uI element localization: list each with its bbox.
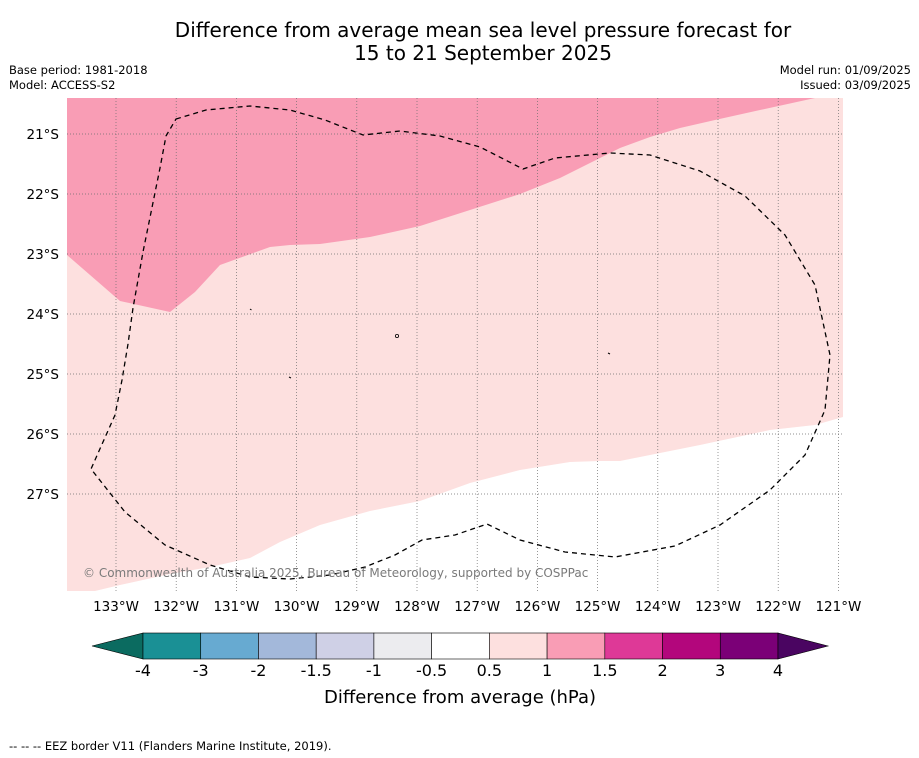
colorbar-swatch <box>719 632 779 660</box>
longitude-label: 121°W <box>815 599 861 615</box>
latitude-label: 23°S <box>27 247 60 263</box>
colorbar-swatch <box>604 632 663 660</box>
anomaly-region-1-to-1-5-hpa <box>67 98 843 312</box>
colorbar-under-arrow <box>91 632 144 660</box>
longitude-label: 123°W <box>695 599 741 615</box>
colorbar-tick-label: -0.5 <box>416 661 447 680</box>
colorbar-swatch <box>373 632 432 660</box>
latitude-label: 22°S <box>27 187 60 203</box>
eez-border-dashed-line <box>90 105 831 580</box>
colorbar-tick-label: 1.5 <box>592 661 617 680</box>
longitude-label: 125°W <box>575 599 621 615</box>
colorbar-tick-label: -2 <box>250 661 266 680</box>
eez-footnote: -- -- -- EEZ border V11 (Flanders Marine… <box>9 739 332 753</box>
colorbar-swatch <box>489 632 548 660</box>
colorbar-tick-label: 2 <box>657 661 667 680</box>
longitude-label: 122°W <box>755 599 801 615</box>
chart-title-line-2: 15 to 21 September 2025 <box>354 41 612 65</box>
colorbar-tick-label: 1 <box>542 661 552 680</box>
latitude-label: 27°S <box>27 487 60 503</box>
map-plot-area: © Commonwealth of Australia 2025, Bureau… <box>67 98 843 591</box>
latitude-label: 21°S <box>27 127 60 143</box>
graticule <box>67 98 843 591</box>
copyright-notice: © Commonwealth of Australia 2025, Bureau… <box>83 566 588 580</box>
island-marker <box>249 308 252 311</box>
longitude-label: 131°W <box>213 599 259 615</box>
base-period-label: Base period: 1981-2018 <box>9 63 148 77</box>
longitude-label: 128°W <box>394 599 440 615</box>
latitude-labels: 21°S 22°S 23°S 24°S 25°S 26°S 27°S <box>27 127 60 503</box>
model-run-label: Model run: 01/09/2025 <box>779 63 911 77</box>
colorbar-swatch <box>142 632 202 660</box>
latitude-label: 24°S <box>27 307 60 323</box>
latitude-label: 25°S <box>27 367 60 383</box>
longitude-label: 130°W <box>274 599 320 615</box>
island-marker <box>288 376 292 379</box>
latitude-label: 26°S <box>27 427 60 443</box>
colorbar-tick-label: -1 <box>366 661 382 680</box>
longitude-labels: 133°W 132°W 131°W 130°W 129°W 128°W 127°W 126°W… <box>93 599 861 615</box>
issued-label: Issued: 03/09/2025 <box>800 78 911 92</box>
longitude-label: 124°W <box>635 599 681 615</box>
island-marker <box>607 352 611 355</box>
longitude-label: 127°W <box>454 599 500 615</box>
colorbar-swatch <box>200 632 259 660</box>
colorbar-tick-label: 0.5 <box>477 661 502 680</box>
colorbar-tick-label: 3 <box>715 661 725 680</box>
model-label: Model: ACCESS-S2 <box>9 78 116 92</box>
colorbar-tick-label: -4 <box>135 661 151 680</box>
colorbar-over-arrow <box>777 632 830 660</box>
longitude-label: 126°W <box>514 599 560 615</box>
island-marker <box>394 333 399 338</box>
colorbar-swatch <box>546 632 606 660</box>
colorbar-title: Difference from average (hPa) <box>324 687 596 708</box>
colorbar-swatch <box>431 632 490 660</box>
colorbar-swatch <box>258 632 317 660</box>
colorbar-swatch <box>662 632 721 660</box>
colorbar-swatch <box>315 632 375 660</box>
colorbar-legend: -4 -3 -2 -1.5 -1 -0.5 0.5 1 1.5 2 3 4 Difference fr… <box>91 632 830 708</box>
colorbar-tick-label: -1.5 <box>301 661 332 680</box>
colorbar-tick-label: 4 <box>773 661 783 680</box>
longitude-label: 133°W <box>93 599 139 615</box>
longitude-label: 132°W <box>153 599 199 615</box>
chart-title-line-1: Difference from average mean sea level p… <box>174 18 792 42</box>
colorbar-tick-label: -3 <box>193 661 209 680</box>
longitude-label: 129°W <box>334 599 380 615</box>
